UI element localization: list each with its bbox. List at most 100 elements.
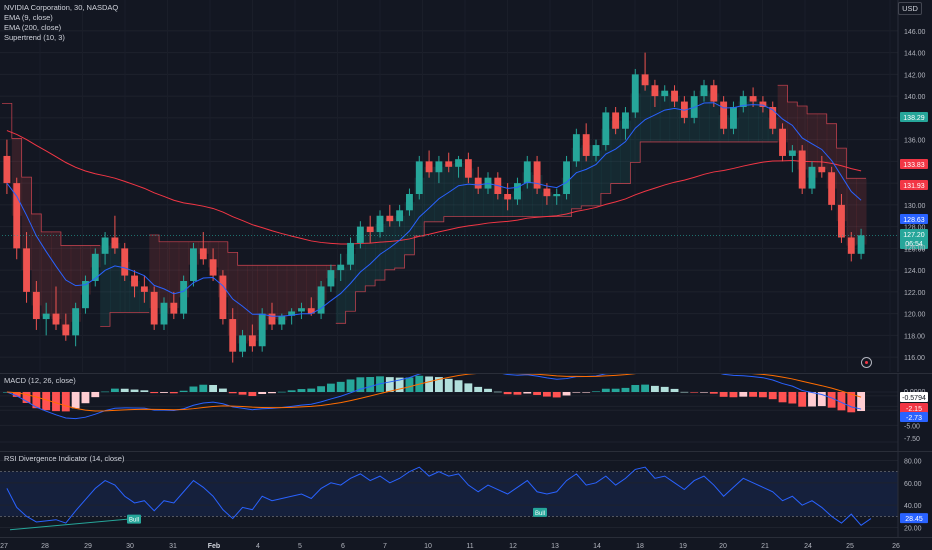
candle-body <box>337 264 345 271</box>
candle-body <box>838 204 845 238</box>
rsi-tick: 80.00 <box>904 458 922 465</box>
candle <box>651 79 659 107</box>
candle-body <box>248 335 256 347</box>
supertrend-fill <box>836 148 847 222</box>
supertrend-fill <box>394 215 406 269</box>
time-axis[interactable]: 27 28 29 30 31 Feb 4 5 6 7 10 11 12 13 14 18 19 20 21 24 25 2… <box>0 537 932 550</box>
candle-body <box>317 286 325 314</box>
macd-histogram-bar <box>356 377 365 392</box>
candle-body <box>622 112 629 129</box>
price-tick: 136.00 <box>904 138 926 145</box>
macd-histogram-bar <box>268 392 276 394</box>
supertrend-fill <box>659 93 671 142</box>
supertrend-fill <box>159 241 170 314</box>
candle-body <box>386 215 394 222</box>
candle-body <box>396 210 404 222</box>
candle <box>828 166 836 211</box>
macd-histogram-bar <box>42 392 51 411</box>
macd-histogram-bar <box>258 392 267 395</box>
candle-body <box>759 101 767 107</box>
time-tick: 30 <box>126 543 134 550</box>
supertrend-fill <box>571 147 582 209</box>
candle <box>288 308 296 325</box>
candle-body <box>180 281 188 314</box>
candle <box>111 215 119 254</box>
price-tag-line: 131.93 <box>903 183 925 190</box>
rsi-bull-badge: Bull <box>535 511 545 517</box>
candle <box>779 123 786 162</box>
macd-histogram-bar <box>503 392 512 395</box>
candle-body <box>700 85 708 97</box>
price-tag-ema-bg <box>900 214 928 224</box>
supertrend-fill <box>689 107 700 142</box>
price-tag-ema9: 138.29 <box>903 115 925 122</box>
candle-body <box>288 311 296 316</box>
candle <box>759 96 767 113</box>
rsi-pane[interactable]: Bull Bull 80.00 60.00 40.00 28.45 20.00 RSI Di… <box>0 451 932 538</box>
price-chart[interactable]: 146.00144.00142.00140.00138.00136.00134.… <box>0 0 932 372</box>
rsi-chart[interactable]: Bull Bull 80.00 60.00 40.00 28.45 20.00 <box>0 452 932 538</box>
supertrend-fill <box>60 245 72 330</box>
price-tick: 142.00 <box>904 72 926 79</box>
ema9-line <box>6 102 862 317</box>
candle-body <box>788 150 796 156</box>
candle <box>406 188 413 216</box>
time-tick: 26 <box>892 543 900 550</box>
candle-body <box>435 161 443 173</box>
price-tick: 118.00 <box>904 333 925 340</box>
price-tick: 140.00 <box>904 94 926 101</box>
supertrend-fill <box>453 163 464 217</box>
candle-body <box>415 161 423 194</box>
macd-histogram-bar <box>366 377 375 392</box>
candle-body <box>779 128 786 156</box>
supertrend-fill <box>286 265 298 314</box>
macd-histogram-bar <box>405 377 414 392</box>
macd-histogram-bar <box>798 392 807 407</box>
candle <box>52 286 60 330</box>
time-tick: 29 <box>84 543 92 550</box>
candle <box>631 68 639 118</box>
currency-button[interactable]: USD <box>898 2 922 15</box>
supertrend-fill <box>365 229 376 286</box>
candle <box>602 107 610 151</box>
candle <box>317 281 325 320</box>
candle <box>847 232 855 262</box>
candle <box>641 52 649 91</box>
supertrend-fill <box>227 252 239 336</box>
candle <box>248 324 256 352</box>
candle-body <box>769 107 777 129</box>
candle-body <box>857 235 865 254</box>
candle <box>582 123 590 162</box>
supertrend-fill <box>443 164 455 217</box>
macd-histogram-bar <box>130 389 139 392</box>
candle <box>415 155 423 200</box>
macd-histogram-bar <box>552 392 561 398</box>
rsi-bull-badge-bg <box>533 507 547 517</box>
candle <box>838 194 845 243</box>
chart-settings-icon[interactable] <box>861 357 872 368</box>
candle-body <box>847 237 855 254</box>
supertrend-fill <box>620 120 631 184</box>
macd-pane[interactable]: 0.0000-0.5794-2.15-2.73-5.00-7.50 MACD (… <box>0 373 932 452</box>
candle <box>62 313 70 341</box>
supertrend-fill <box>748 98 759 142</box>
price-tick: 130.00 <box>904 203 926 210</box>
supertrend-fill <box>218 241 229 298</box>
candle-body <box>327 270 335 287</box>
ema200-line <box>6 130 862 245</box>
time-tick: 27 <box>0 543 8 550</box>
supertrend-fill <box>777 85 788 143</box>
candle-body <box>680 101 688 118</box>
macd-histogram-bar <box>680 391 689 393</box>
candle-body <box>543 188 551 197</box>
price-pane[interactable]: 146.00144.00142.00140.00138.00136.00134.… <box>0 0 932 372</box>
candle-body <box>406 194 413 211</box>
macd-legend: MACD (12, 26, close) <box>4 376 76 385</box>
supertrend-fill <box>581 145 592 206</box>
supertrend-fill <box>492 185 504 217</box>
macd-histogram-bar <box>542 392 551 397</box>
macd-histogram-bar <box>808 392 816 407</box>
macd-chart[interactable]: 0.0000-0.5794-2.15-2.73-5.00-7.50 <box>0 374 932 452</box>
time-tick: 6 <box>341 543 345 550</box>
candle <box>337 253 345 281</box>
